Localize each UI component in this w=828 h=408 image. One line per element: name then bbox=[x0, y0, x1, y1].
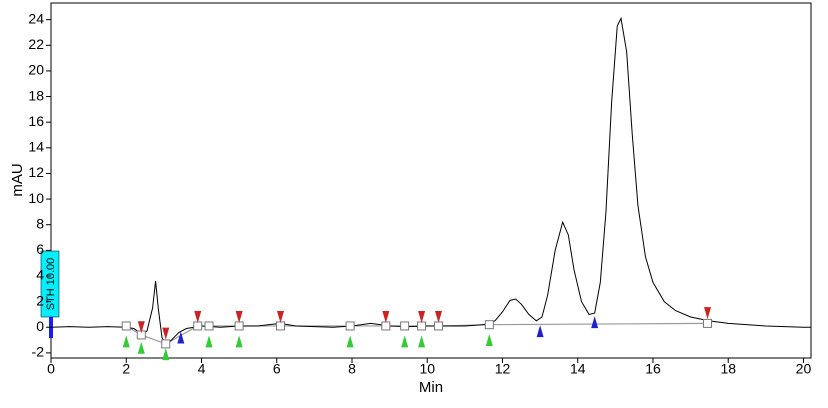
event-marker bbox=[435, 310, 443, 323]
event-marker bbox=[536, 325, 544, 338]
event-marker bbox=[418, 310, 426, 323]
x-tick-label: 0 bbox=[47, 361, 55, 377]
x-tick-label: 10 bbox=[419, 361, 435, 377]
event-marker bbox=[591, 316, 599, 329]
y-tick-label: 2 bbox=[36, 292, 44, 308]
y-tick-label: -2 bbox=[32, 344, 45, 360]
x-tick-label: 20 bbox=[796, 361, 812, 377]
x-tick-label: 16 bbox=[645, 361, 661, 377]
baseline-point bbox=[276, 321, 286, 331]
baseline-point bbox=[434, 321, 444, 331]
baseline-point bbox=[161, 339, 171, 349]
signal-line bbox=[50, 16, 811, 346]
event-marker bbox=[137, 341, 145, 354]
event-marker bbox=[194, 310, 202, 323]
y-tick-label: 8 bbox=[36, 215, 44, 231]
event-marker bbox=[177, 331, 185, 344]
event-marker bbox=[401, 335, 409, 348]
y-axis-label: mAU bbox=[9, 163, 26, 196]
x-tick-label: 14 bbox=[570, 361, 586, 377]
event-marker bbox=[205, 335, 213, 348]
event-marker bbox=[382, 310, 390, 323]
x-tick-label: 6 bbox=[273, 361, 281, 377]
y-tick-label: 22 bbox=[28, 36, 44, 52]
y-tick-label: 24 bbox=[28, 10, 44, 26]
x-tick-label: 2 bbox=[122, 361, 130, 377]
y-tick-label: 6 bbox=[36, 241, 44, 257]
event-marker bbox=[162, 327, 170, 340]
x-axis-label: Min bbox=[419, 379, 443, 396]
y-tick-label: 18 bbox=[28, 87, 44, 103]
baseline-point bbox=[204, 321, 214, 331]
event-marker bbox=[137, 321, 145, 334]
event-marker bbox=[235, 310, 243, 323]
y-tick-label: 14 bbox=[28, 139, 44, 155]
x-tick-label: 4 bbox=[198, 361, 206, 377]
x-tick-label: 8 bbox=[348, 361, 356, 377]
baseline-point bbox=[234, 321, 244, 331]
event-marker bbox=[346, 335, 354, 348]
x-tick-label: 18 bbox=[720, 361, 736, 377]
x-tick-label: 12 bbox=[495, 361, 511, 377]
y-tick-label: 0 bbox=[36, 318, 44, 334]
y-tick-label: 20 bbox=[28, 62, 44, 78]
plot-frame bbox=[50, 2, 812, 359]
event-marker bbox=[122, 335, 130, 348]
annotation: STH 10.00 bbox=[45, 258, 57, 311]
baseline-point bbox=[345, 321, 355, 331]
marker-bar bbox=[49, 310, 53, 338]
baseline-point bbox=[703, 318, 713, 328]
annotation-box bbox=[40, 250, 60, 318]
y-tick-label: 12 bbox=[28, 164, 44, 180]
y-tick-label: 10 bbox=[28, 190, 44, 206]
baseline-point bbox=[193, 321, 203, 331]
baseline-point bbox=[417, 321, 427, 331]
baseline-point bbox=[381, 321, 391, 331]
y-tick-label: 16 bbox=[28, 113, 44, 129]
y-tick-label: 4 bbox=[36, 267, 44, 283]
baseline-point bbox=[121, 321, 131, 331]
event-marker bbox=[235, 335, 243, 348]
event-marker bbox=[277, 310, 285, 323]
event-marker bbox=[485, 334, 493, 347]
baseline-point bbox=[400, 321, 410, 331]
event-marker bbox=[162, 348, 170, 361]
event-marker bbox=[704, 307, 712, 320]
event-marker bbox=[418, 335, 426, 348]
baseline-point bbox=[484, 320, 494, 330]
